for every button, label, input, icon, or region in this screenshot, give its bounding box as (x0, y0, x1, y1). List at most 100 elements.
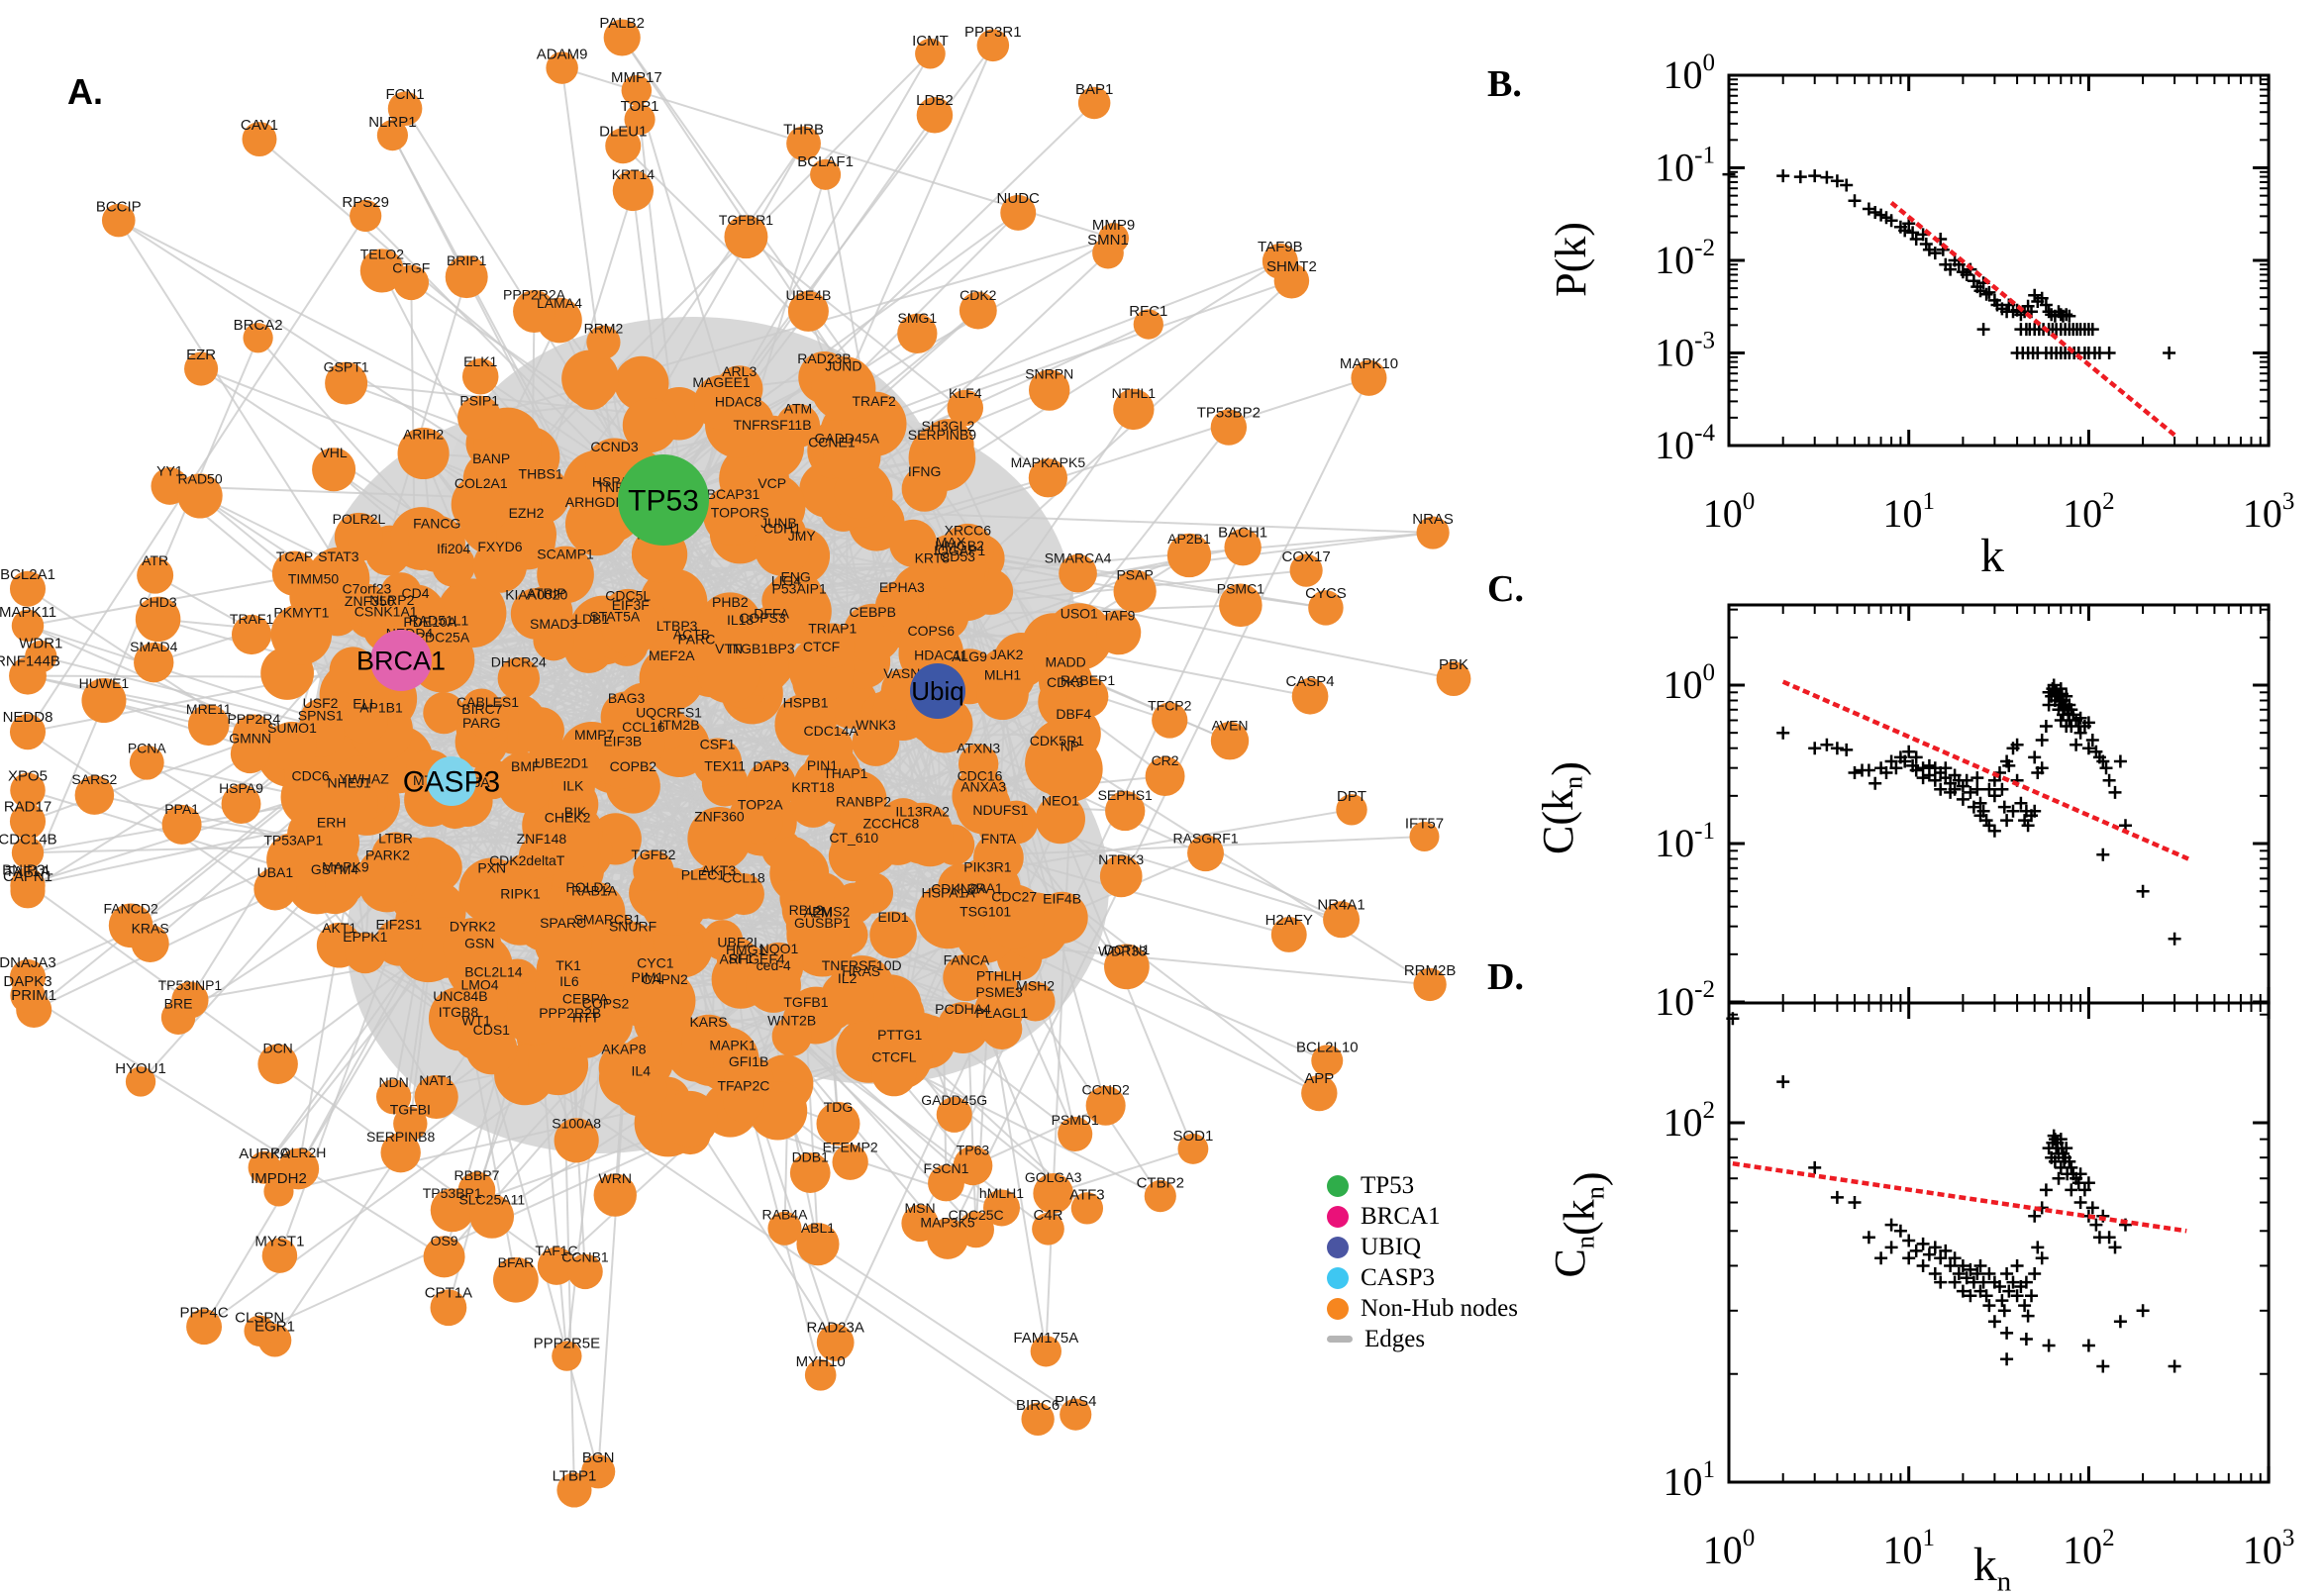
axes-box (1727, 603, 2271, 1005)
gene-node (828, 831, 879, 882)
fit-line (1732, 1160, 2187, 1234)
gene-label: ALG9 (952, 648, 987, 664)
gene-label: COPS2 (582, 996, 630, 1012)
gene-label: USF2 (303, 695, 339, 711)
gene-label: NR4A1 (1317, 897, 1364, 914)
gene-node (342, 698, 388, 744)
hub-node-tp53 (618, 454, 709, 546)
legend-item: Edges (1327, 1324, 1518, 1354)
gene-label: DYRK2 (450, 918, 496, 934)
y-axis-title: C(kn) (1534, 761, 1592, 854)
gene-label: MAPK11 (0, 604, 56, 621)
gene-label: PRIM1 (11, 987, 56, 1004)
gene-node (1021, 1402, 1055, 1437)
gene-node (916, 97, 954, 134)
gene-label: MAPK1 (709, 1037, 757, 1052)
gene-node (703, 485, 763, 547)
gene-label: hMLH1 (979, 1185, 1024, 1201)
gene-label: BGN (582, 1449, 615, 1466)
gene-node (1028, 369, 1070, 411)
gene-node (187, 704, 230, 747)
gene-node (601, 596, 660, 656)
gene-node (261, 1238, 298, 1273)
gene-label: FANCG (413, 515, 460, 531)
gene-node (414, 1074, 458, 1120)
gene-label: RAD50 (178, 470, 223, 486)
tick-label: 100 (1703, 488, 1756, 536)
gene-node (345, 932, 386, 974)
gene-label: KLF4 (949, 385, 982, 401)
hub-label-ubiq: Ubiq (911, 676, 963, 706)
gene-label: PDE10A (403, 614, 456, 630)
node-swatch-icon (1327, 1266, 1349, 1289)
gene-label: FNTA (981, 831, 1017, 847)
gene-node (746, 759, 797, 811)
gene-label: MLH1 (984, 666, 1022, 682)
edge (919, 547, 1245, 1224)
gene-label: UQCRFS1 (636, 704, 702, 720)
gene-node (767, 1211, 802, 1246)
gene-label: YWHAZ (339, 771, 389, 787)
gene-label: SMAD3 (530, 616, 577, 632)
gene-label: SMAD4 (130, 639, 177, 654)
gene-label: MMP9 (1092, 217, 1135, 234)
gene-node (901, 465, 948, 512)
gene-node (796, 1223, 840, 1266)
gene-node (9, 656, 47, 695)
gene-node (493, 1256, 539, 1303)
gene-label: BIK (564, 804, 587, 820)
gene-label: CLSPN (235, 1310, 284, 1327)
gene-label: ZNF148 (517, 831, 567, 847)
gene-node (983, 887, 1045, 949)
gene-node (546, 51, 578, 84)
gene-node (937, 1002, 989, 1054)
edge (819, 991, 1000, 1376)
gene-label: ABL1 (801, 1220, 835, 1236)
gene-node (74, 775, 115, 815)
gene-node (380, 1132, 421, 1173)
gene-node (840, 795, 887, 844)
gene-node (852, 719, 900, 766)
gene-label: PTTG1 (877, 1027, 922, 1043)
gene-label: ADAM9 (537, 47, 588, 63)
fit-line (1781, 679, 2189, 861)
gene-node (271, 550, 318, 596)
gene-label: RBBP7 (454, 1167, 500, 1183)
gene-node (1099, 854, 1143, 898)
gene-node (125, 1066, 156, 1097)
gene-node (561, 349, 620, 408)
gene-label: PPP2R2B (539, 1005, 601, 1021)
gene-label: ATRIP (527, 585, 566, 601)
gene-label: MSN (904, 1200, 935, 1216)
edge-swatch-icon (1327, 1336, 1353, 1343)
gene-label: ARIH2 (403, 427, 444, 443)
gene-node (687, 806, 752, 870)
gene-label: ATM (784, 401, 813, 417)
gene-label: SOD1 (1172, 1128, 1213, 1145)
gene-label: DDB1 (792, 1148, 830, 1164)
gene-label: PXN (477, 860, 506, 876)
gene-label: JUND (825, 357, 861, 373)
gene-label: ILK (562, 777, 584, 793)
gene-label: POLR2L (333, 511, 386, 527)
gene-label: UBE2I (717, 934, 757, 949)
gene-node (375, 1079, 412, 1115)
gene-label: MYST1 (254, 1233, 304, 1249)
gene-node (567, 1253, 603, 1290)
gene-label: ARL3 (722, 363, 757, 379)
gene-label: PPP2R4 (227, 711, 280, 727)
gene-label: ATXN3 (957, 741, 1000, 756)
gene-node (891, 802, 954, 864)
gene-node (534, 915, 592, 972)
gene-node (244, 1315, 275, 1347)
gene-label: ITGB1BP3 (729, 641, 795, 656)
gene-label: MEF2A (649, 648, 695, 663)
gene-node (1351, 359, 1387, 396)
gene-label: CDC25A (415, 630, 470, 646)
gene-label: PMS2 (812, 904, 850, 920)
gene-label: COPS3 (739, 610, 786, 626)
gene-label: PPP2R5E (534, 1335, 601, 1351)
gene-label: CDC27 (991, 889, 1037, 905)
gene-label: KIAA0020 (505, 587, 567, 603)
gene-label: MAP3K5 (920, 1215, 974, 1231)
